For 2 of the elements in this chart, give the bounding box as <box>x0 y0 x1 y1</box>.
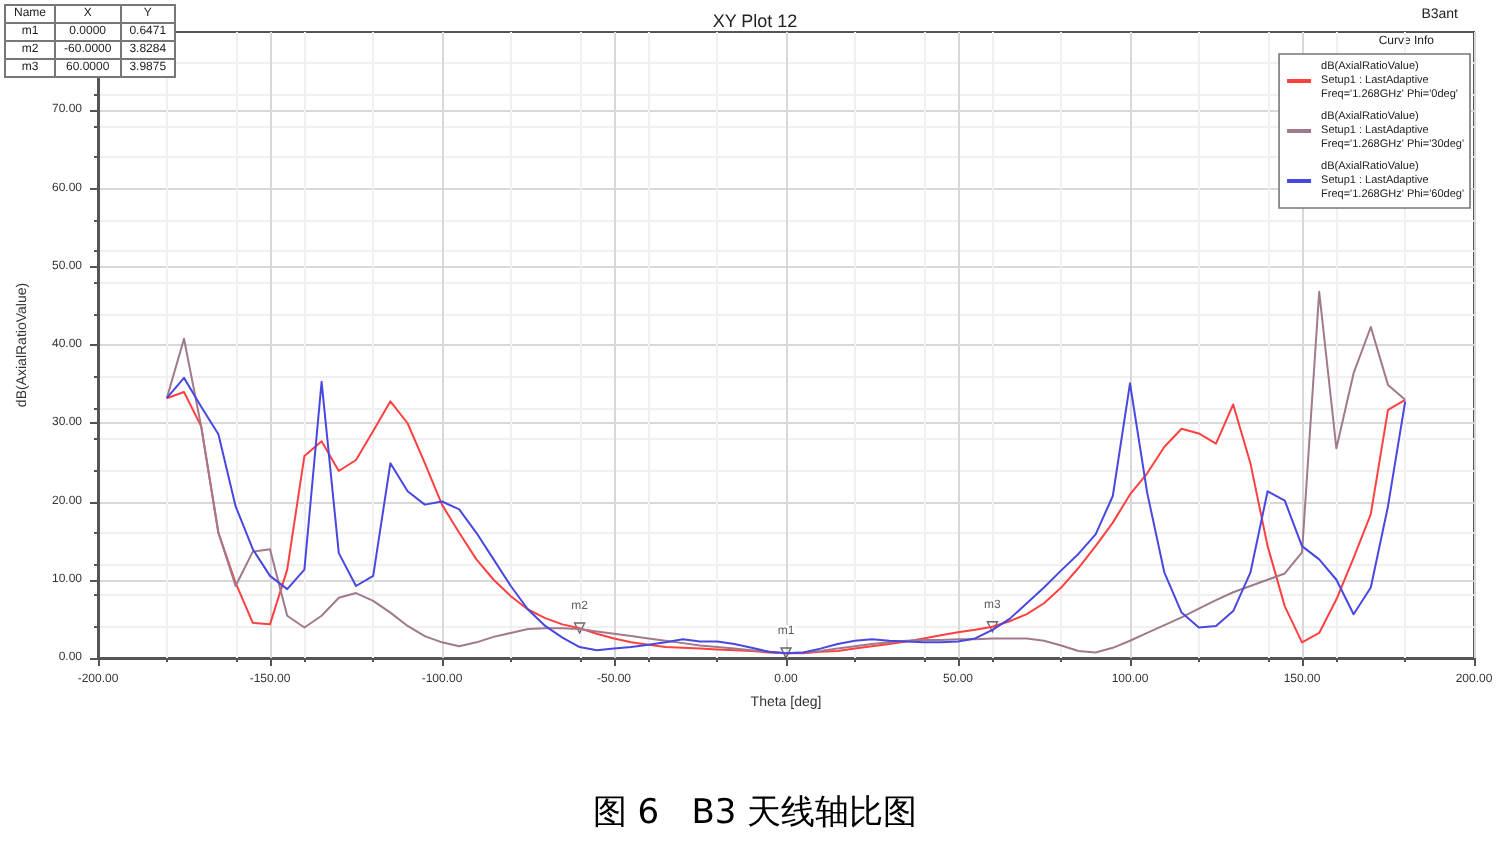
caption: 图 6 B3 天线轴比图 <box>592 793 918 833</box>
chart-title: XY Plot 12 <box>712 11 798 31</box>
